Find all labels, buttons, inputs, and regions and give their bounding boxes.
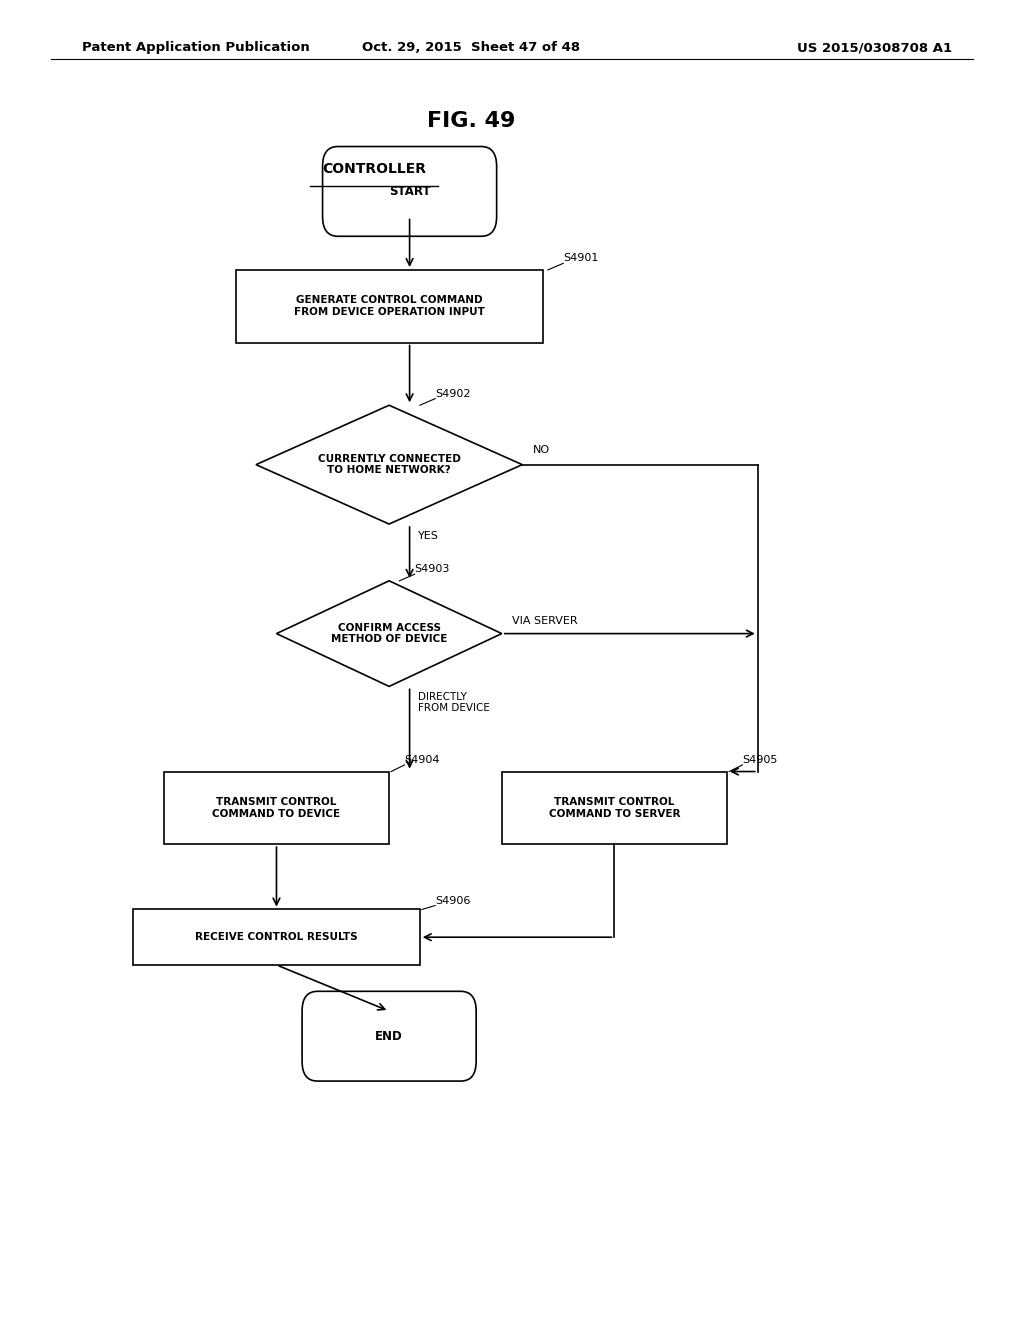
Text: Patent Application Publication: Patent Application Publication — [82, 41, 309, 54]
Text: CONFIRM ACCESS
METHOD OF DEVICE: CONFIRM ACCESS METHOD OF DEVICE — [331, 623, 447, 644]
Text: CURRENTLY CONNECTED
TO HOME NETWORK?: CURRENTLY CONNECTED TO HOME NETWORK? — [317, 454, 461, 475]
Text: CONTROLLER: CONTROLLER — [322, 162, 426, 176]
Text: TRANSMIT CONTROL
COMMAND TO SERVER: TRANSMIT CONTROL COMMAND TO SERVER — [549, 797, 680, 818]
FancyBboxPatch shape — [302, 991, 476, 1081]
Text: DIRECTLY
FROM DEVICE: DIRECTLY FROM DEVICE — [418, 692, 489, 713]
Bar — [236, 269, 543, 342]
Bar — [133, 909, 420, 965]
FancyBboxPatch shape — [323, 147, 497, 236]
Text: TRANSMIT CONTROL
COMMAND TO DEVICE: TRANSMIT CONTROL COMMAND TO DEVICE — [212, 797, 341, 818]
Text: YES: YES — [418, 531, 438, 541]
Text: S4901: S4901 — [563, 253, 599, 263]
Text: US 2015/0308708 A1: US 2015/0308708 A1 — [798, 41, 952, 54]
Text: S4902: S4902 — [435, 388, 471, 399]
Text: GENERATE CONTROL COMMAND
FROM DEVICE OPERATION INPUT: GENERATE CONTROL COMMAND FROM DEVICE OPE… — [294, 296, 484, 317]
Text: S4903: S4903 — [415, 564, 451, 574]
Text: NO: NO — [532, 445, 550, 455]
Bar — [164, 771, 389, 845]
Text: S4904: S4904 — [404, 755, 440, 764]
Text: END: END — [375, 1030, 403, 1043]
Text: START: START — [389, 185, 430, 198]
Polygon shape — [256, 405, 522, 524]
Polygon shape — [276, 581, 502, 686]
Text: Oct. 29, 2015  Sheet 47 of 48: Oct. 29, 2015 Sheet 47 of 48 — [361, 41, 581, 54]
Text: VIA SERVER: VIA SERVER — [512, 615, 578, 626]
Text: FIG. 49: FIG. 49 — [427, 111, 515, 132]
Text: S4905: S4905 — [742, 755, 778, 764]
Text: RECEIVE CONTROL RESULTS: RECEIVE CONTROL RESULTS — [196, 932, 357, 942]
Text: S4906: S4906 — [435, 895, 471, 906]
Bar — [502, 771, 727, 845]
